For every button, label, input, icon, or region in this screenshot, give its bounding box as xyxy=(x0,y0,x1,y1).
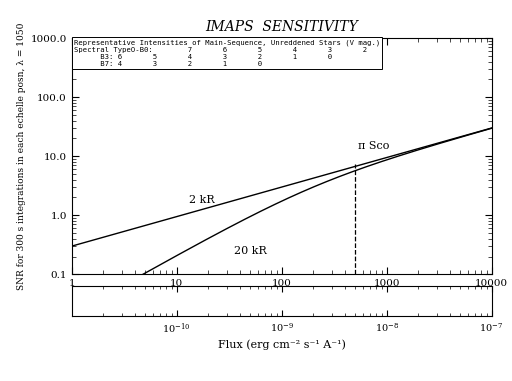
Y-axis label: SNR for 300 s integrations in each echelle posn, λ = 1050: SNR for 300 s integrations in each echel… xyxy=(17,22,26,290)
Text: 2 kR: 2 kR xyxy=(188,195,214,205)
X-axis label: Flux (erg cm⁻² s⁻¹ A⁻¹): Flux (erg cm⁻² s⁻¹ A⁻¹) xyxy=(218,340,346,351)
Text: Representative Intensities of Main-Sequence, Unreddened Stars (V mag.)
Spectral : Representative Intensities of Main-Seque… xyxy=(74,39,380,67)
Text: 20 kR: 20 kR xyxy=(234,246,266,256)
Title: IMAPS  SENSITIVITY: IMAPS SENSITIVITY xyxy=(205,20,358,34)
X-axis label: Intensity (phot cm⁻² s⁻¹ A⁻¹): Intensity (phot cm⁻² s⁻¹ A⁻¹) xyxy=(202,294,361,304)
Text: π Sco: π Sco xyxy=(358,141,390,152)
